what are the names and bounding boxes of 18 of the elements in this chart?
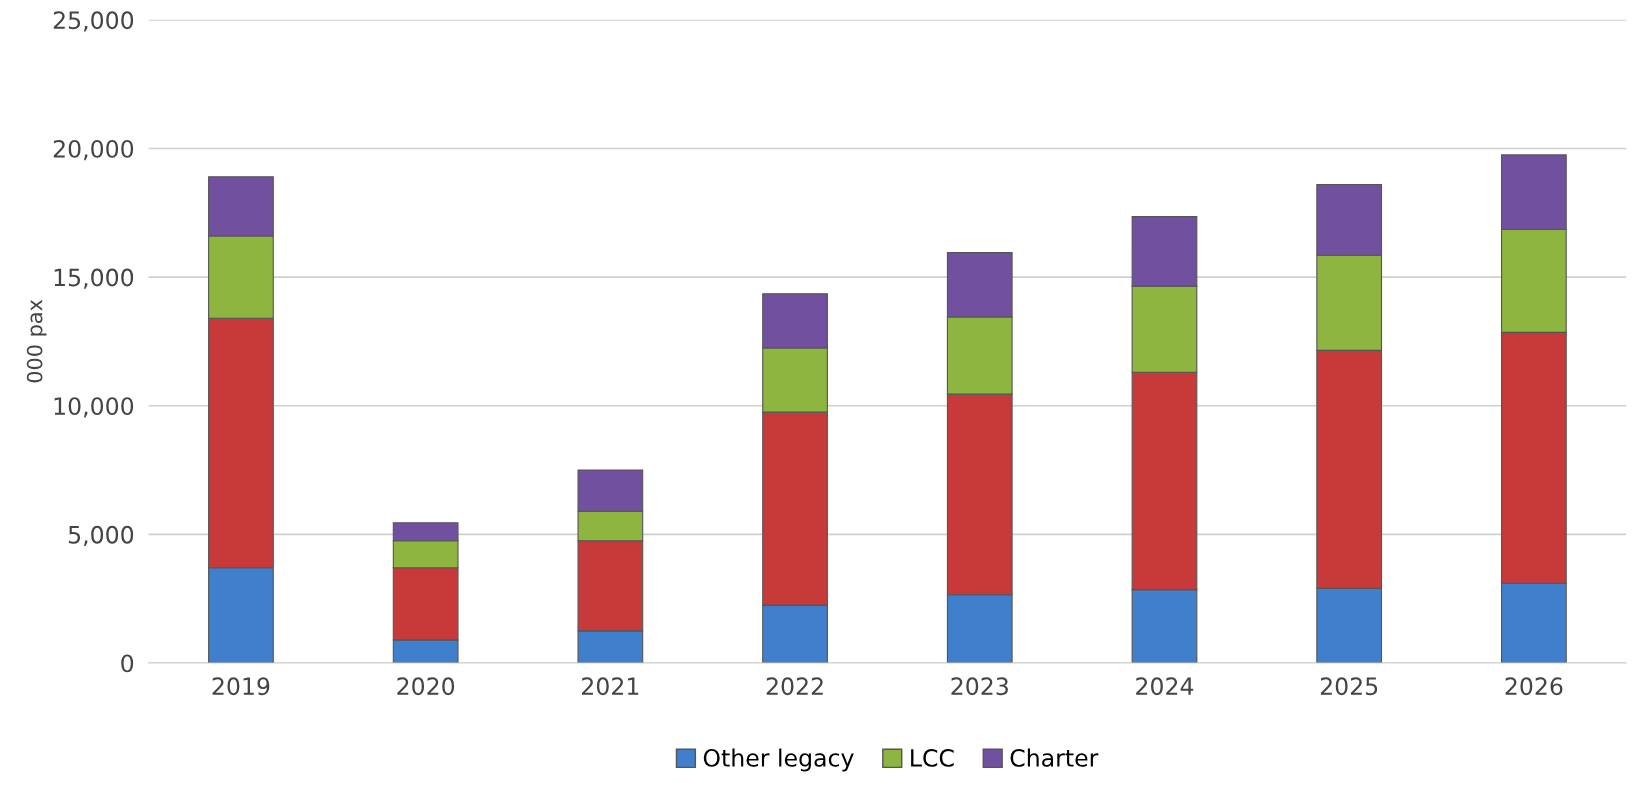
y-tick-label: 25,000 [53,11,134,32]
legend-label: Charter [1010,748,1099,767]
y-tick-label: 5,000 [68,525,134,547]
x-tick-label: 2020 [397,677,455,696]
x-tick-label: 2022 [766,677,823,696]
legend-label: Other legacy [703,748,854,772]
x-tick-label: 2025 [1320,677,1378,696]
y-tick-label: 0 [121,654,134,673]
x-tick-label: 2019 [212,677,270,696]
y-axis-title: 000 pax [26,299,47,383]
x-tick-label: 2021 [582,677,639,696]
x-tick-label: 2023 [951,677,1008,696]
x-tick-label: 2024 [1136,677,1194,696]
legend-label: LCC [911,748,954,767]
y-tick-label: 20,000 [53,139,134,161]
x-tick-label: 2026 [1505,677,1563,696]
y-tick-label: 15,000 [54,268,134,289]
y-tick-label: 10,000 [54,397,134,418]
